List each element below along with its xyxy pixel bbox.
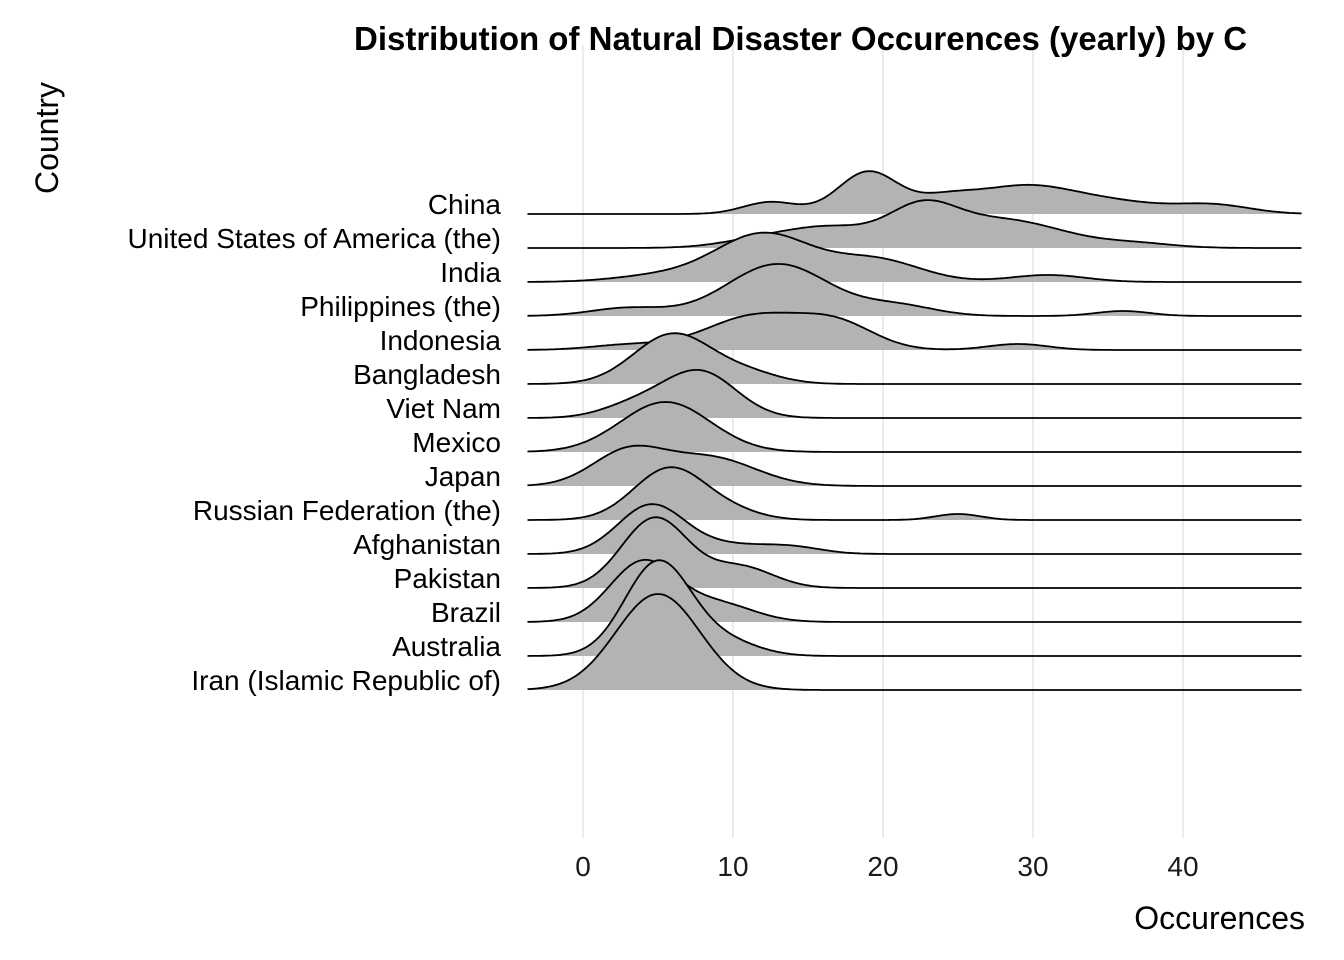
ridge-fill	[527, 264, 1303, 316]
country-label: Japan	[425, 461, 501, 492]
ridge-line	[527, 466, 1302, 521]
country-label: United States of America (the)	[127, 223, 501, 254]
country-label: Mexico	[412, 427, 501, 458]
ridge-line	[527, 593, 1302, 691]
ridge-fill	[527, 369, 1303, 418]
x-axis-title: Occurences	[1134, 900, 1305, 936]
ridge-fill	[527, 333, 1303, 384]
country-label: Viet Nam	[386, 393, 501, 424]
country-label: Australia	[392, 631, 501, 662]
ridge-fill	[527, 232, 1303, 282]
ridges	[527, 170, 1303, 691]
ridge-fill	[527, 200, 1303, 248]
ridge-line	[527, 503, 1302, 555]
country-label: Indonesia	[380, 325, 502, 356]
ridge-fill	[527, 517, 1303, 588]
ridge-fill	[527, 445, 1303, 486]
ridge-fill	[527, 312, 1303, 350]
ridge-line	[527, 444, 1302, 487]
x-tick-label: 10	[717, 851, 748, 882]
ridge-line	[527, 516, 1302, 589]
ridge-line	[527, 199, 1302, 249]
country-label: Bangladesh	[353, 359, 501, 390]
country-label: Philippines (the)	[300, 291, 501, 322]
ridge-line	[527, 263, 1302, 317]
country-label: China	[428, 189, 502, 220]
ridge-fill	[527, 171, 1303, 214]
ridge-fill	[527, 402, 1303, 452]
x-tick-label: 40	[1167, 851, 1198, 882]
ridge-line	[527, 401, 1302, 453]
ridge-line	[527, 559, 1302, 657]
country-label: Russian Federation (the)	[193, 495, 501, 526]
country-label: Brazil	[431, 597, 501, 628]
ridge-fill	[527, 560, 1303, 656]
x-axis-ticks: 0 10 20 30 40	[575, 851, 1198, 882]
ridge-fill	[527, 594, 1303, 690]
ridge-fill	[527, 467, 1303, 520]
country-label: Pakistan	[394, 563, 501, 594]
y-axis-title: Country	[29, 82, 65, 194]
x-tick-label: 0	[575, 851, 591, 882]
ridge-line	[527, 369, 1302, 419]
ridge-line	[527, 332, 1302, 385]
chart-title: Distribution of Natural Disaster Occuren…	[354, 20, 1247, 57]
country-label: Afghanistan	[353, 529, 501, 560]
country-label: India	[440, 257, 501, 288]
x-tick-label: 30	[1017, 851, 1048, 882]
ridge-fill	[527, 504, 1303, 554]
ridge-line	[527, 170, 1302, 215]
ridge-line	[527, 231, 1302, 283]
country-label: Iran (Islamic Republic of)	[191, 665, 501, 696]
x-tick-label: 20	[867, 851, 898, 882]
ridge-fill	[527, 559, 1303, 622]
